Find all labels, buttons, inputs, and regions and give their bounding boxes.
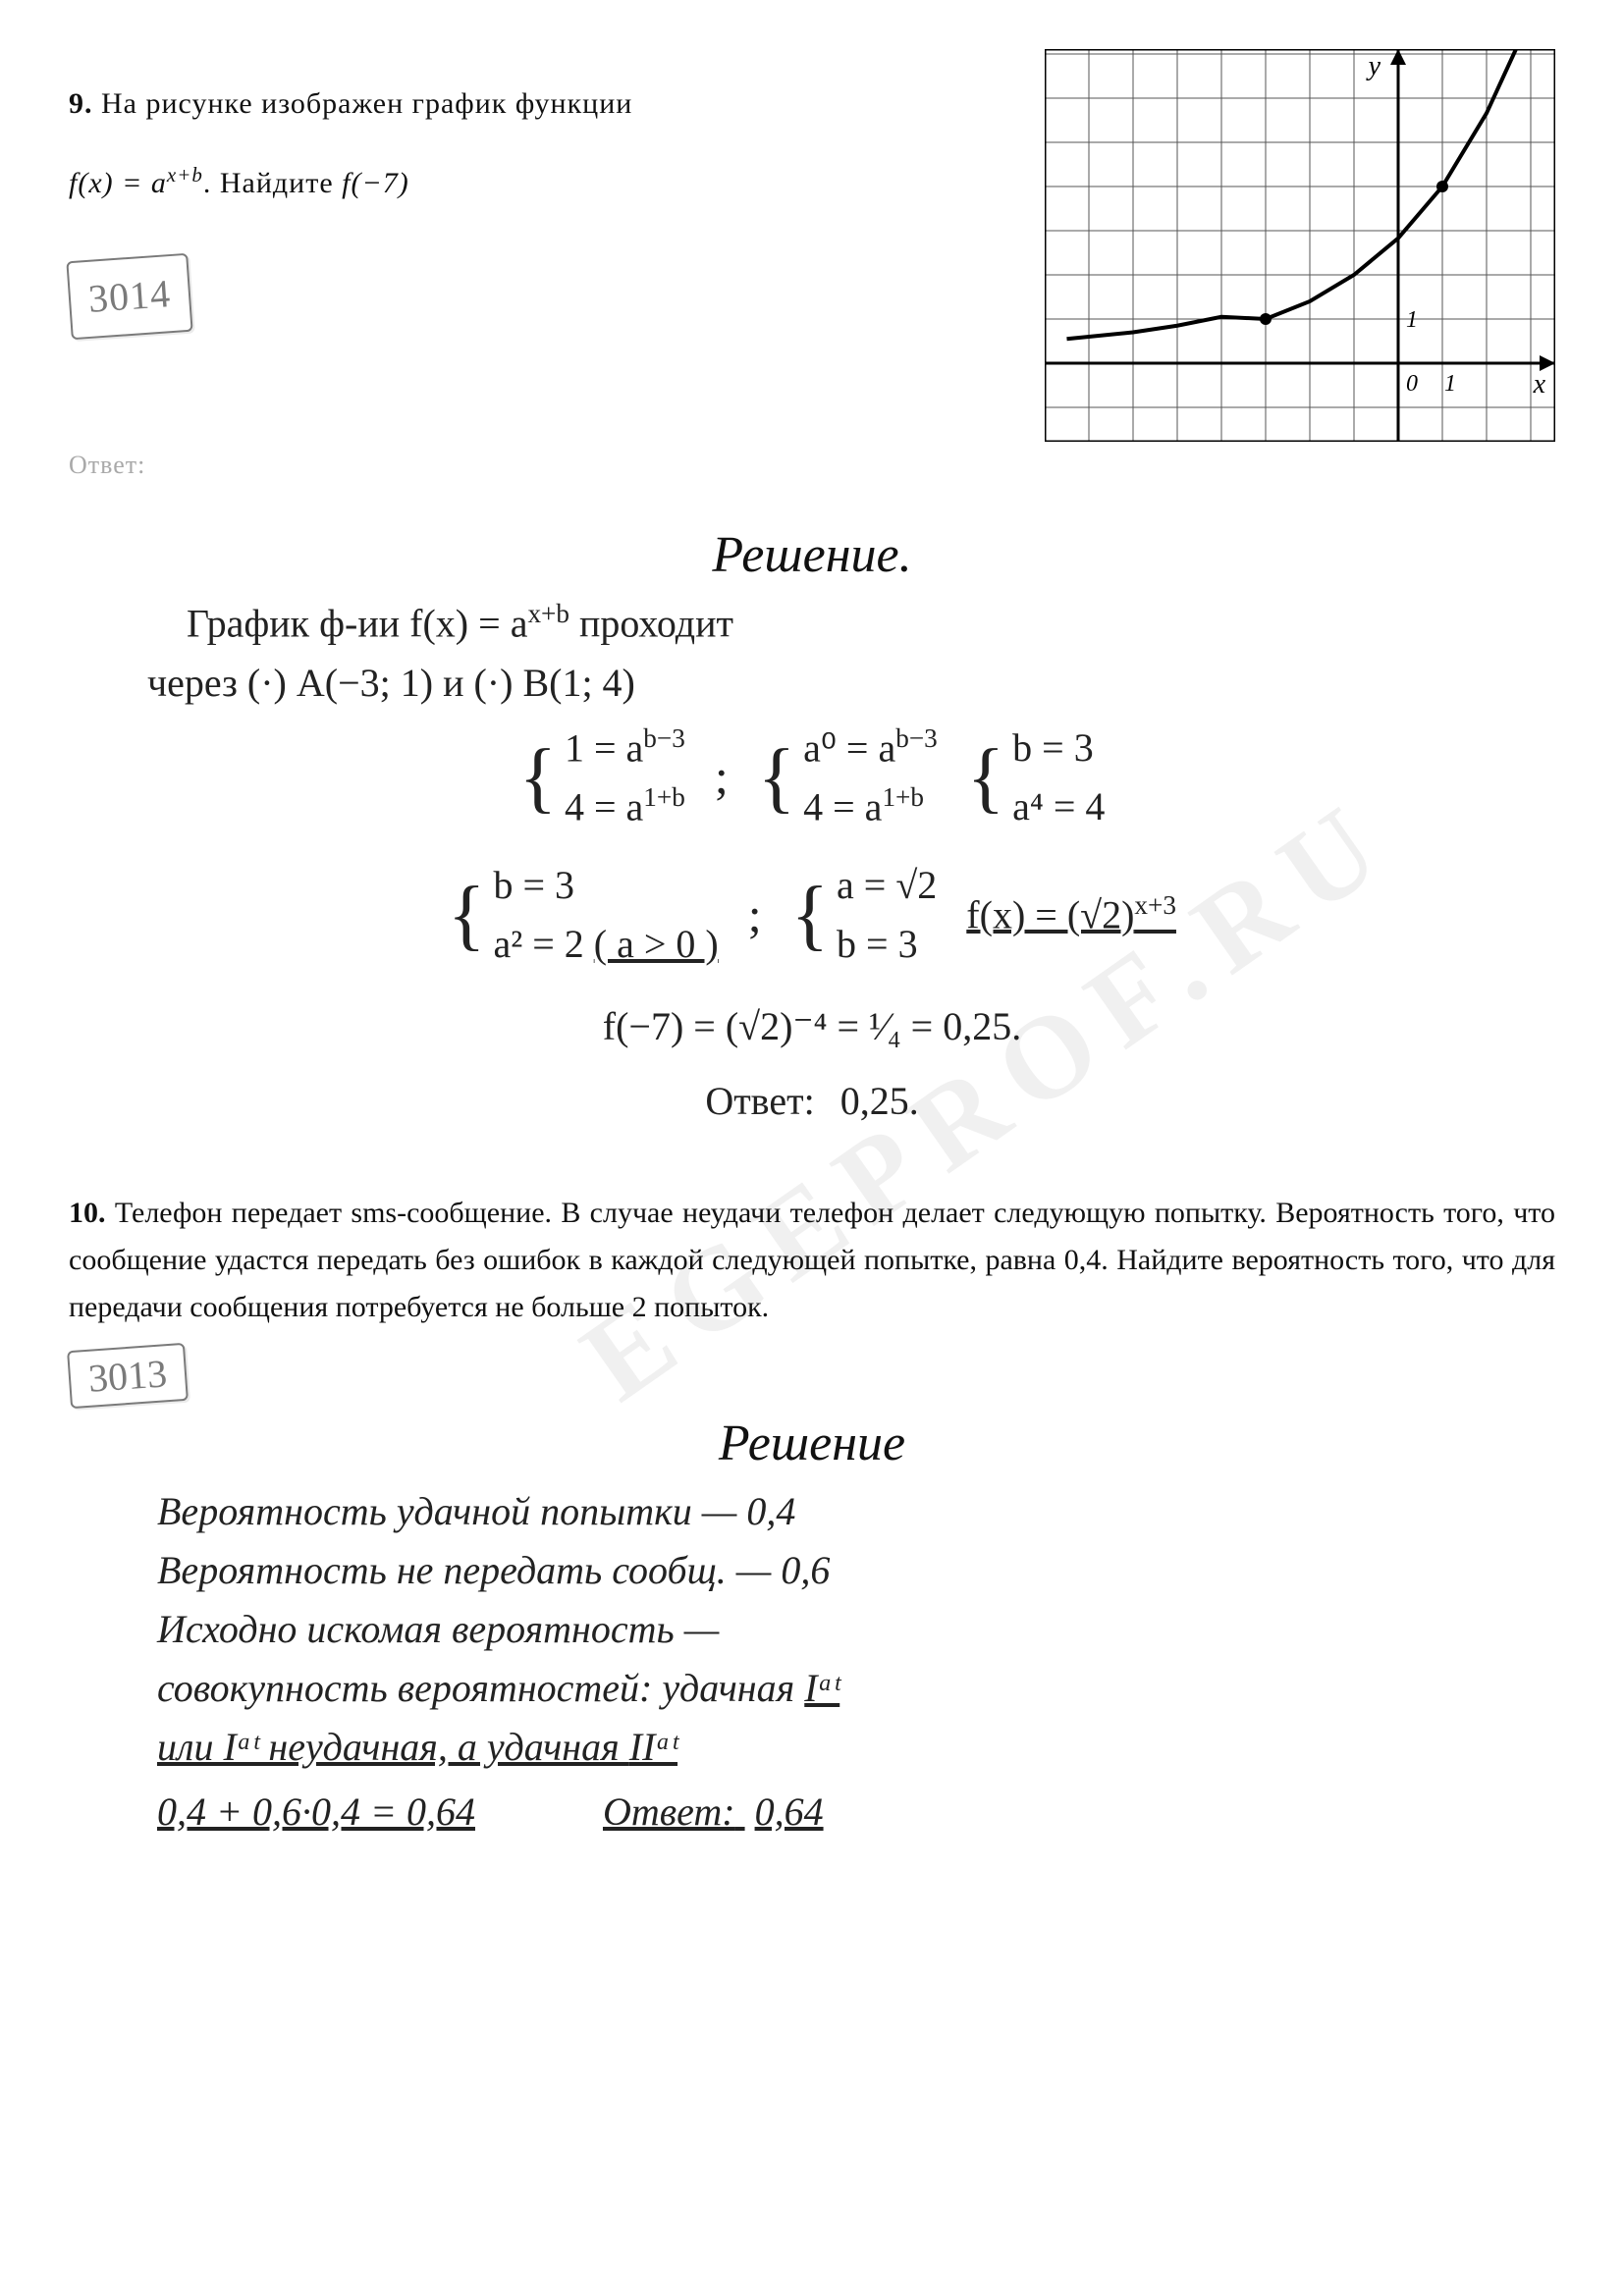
problem-10-text: Телефон передает sms-сообщение. В случае… [69, 1197, 1555, 1323]
s10-l4a: совокупность вероятностей: удачная [157, 1666, 804, 1710]
s9-sys1-l1: 1 = a [565, 725, 643, 770]
solution-9-title: Решение. [69, 526, 1555, 584]
svg-text:y: y [1366, 51, 1381, 81]
s10-l1: Вероятность удачной попытки — 0,4 [157, 1482, 1555, 1541]
problem-9-prompt-b: . Найдите [203, 167, 342, 199]
answer-label-cut: Ответ: [69, 444, 1015, 487]
s10-l2: Вероятность не передать сообщ. — 0,6 [157, 1541, 1555, 1600]
problem-9: 9. На рисунке изображен график функции f… [69, 49, 1555, 487]
s9-sys4-l2b: ( a > 0 ) [594, 922, 719, 966]
s10-l5a: или Iᵃᵗ неудачная, а удачная [157, 1725, 629, 1769]
s10-answer-label: Ответ: [603, 1789, 735, 1834]
s9-line1b: проходит [579, 602, 733, 646]
s9-result-fx: f(x) = (√2)x+3 [966, 885, 1176, 944]
graph-svg: yx011 [1045, 49, 1555, 442]
s10-l3: Исходно искомая вероятность — [157, 1600, 1555, 1659]
s9-sys3: { b = 3 a⁴ = 4 [967, 719, 1106, 836]
solution-9-body: График ф-ии f(x) = ax+b проходит через (… [69, 594, 1555, 1131]
problem-9-text: 9. На рисунке изображен график функции f… [69, 49, 1015, 487]
s9-sys1-l1e: b−3 [643, 723, 685, 753]
s9-sys5-l2: b = 3 [837, 915, 937, 974]
s9-line2: через (·) A(−3; 1) и (·) B(1; 4) [69, 654, 1555, 713]
s9-line1exp: x+b [527, 599, 569, 628]
s9-sys2-l1: a⁰ = a [803, 725, 895, 770]
svg-text:x: x [1533, 369, 1546, 400]
problem-9-formula-exp: x+b [167, 163, 203, 187]
problem-9-prompt-a: На рисунке изображен график функции [101, 87, 632, 120]
s9-sys4: { b = 3 a² = 2 ( a > 0 ) [448, 856, 719, 974]
s9-sys2: { a⁰ = ab−3 4 = a1+b [758, 719, 938, 837]
stamp-3014: 3014 [66, 253, 192, 340]
svg-text:1: 1 [1444, 371, 1456, 397]
solution-10-body: Вероятность удачной попытки — 0,4 Вероят… [69, 1482, 1555, 1842]
s9-sys2-l2: 4 = a [803, 784, 882, 828]
s9-answer-value: 0,25. [840, 1079, 919, 1123]
svg-text:1: 1 [1406, 307, 1418, 333]
s10-l4b: Iᵃᵗ [804, 1666, 839, 1710]
s9-sys3-l2: a⁴ = 4 [1012, 777, 1105, 836]
s10-l5b: IIᵃᵗ [629, 1725, 677, 1769]
s9-sys5-l1: a = √2 [837, 856, 937, 915]
problem-9-graph: yx011 [1045, 49, 1555, 447]
s9-result-fx-e: x+3 [1134, 890, 1176, 920]
solution-10-title: Решение [69, 1415, 1555, 1472]
s9-result-fx-a: f(x) = (√2) [966, 892, 1134, 936]
s9-sys1-l2e: 1+b [643, 782, 685, 812]
s9-sys4-l1: b = 3 [493, 856, 718, 915]
s10-answer-value: 0,64 [755, 1789, 824, 1834]
s9-answer-label: Ответ: [705, 1079, 814, 1123]
problem-9-number: 9. [69, 87, 93, 120]
stamp-3013: 3013 [67, 1343, 189, 1409]
s9-sys1-l2: 4 = a [565, 784, 643, 828]
s9-line1a: График ф-ии f(x) = a [187, 602, 527, 646]
s9-sys3-l1: b = 3 [1012, 719, 1105, 777]
problem-10: 10. Телефон передает sms-сообщение. В сл… [69, 1190, 1555, 1331]
svg-text:0: 0 [1406, 371, 1418, 397]
s9-sys1: { 1 = ab−3 4 = a1+b [519, 719, 685, 837]
s10-calc: 0,4 + 0,6·0,4 = 0,64 [157, 1789, 475, 1834]
s9-sys2-l2e: 1+b [882, 782, 924, 812]
problem-9-find: f(−7) [342, 167, 409, 199]
s9-sys4-l2a: a² = 2 [493, 922, 593, 966]
s9-sys5: { a = √2 b = 3 [791, 856, 938, 974]
problem-10-number: 10. [69, 1197, 106, 1229]
s9-sys2-l1e: b−3 [895, 723, 938, 753]
problem-9-formula: f(x) = a [69, 167, 167, 199]
s9-calc: f(−7) = (√2)⁻⁴ = ¹⁄₄ = 0,25. [69, 997, 1555, 1056]
